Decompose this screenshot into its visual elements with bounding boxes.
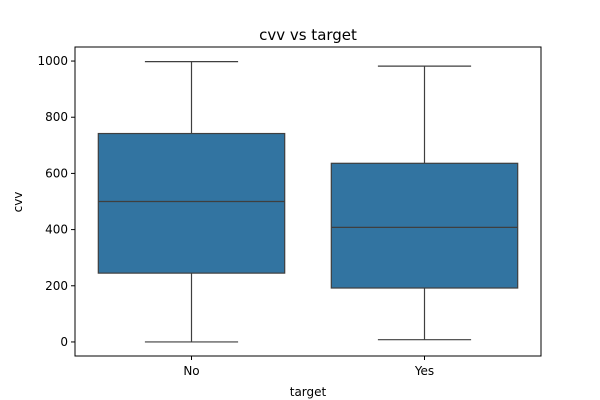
y-tick-label-4: 800 [45, 110, 68, 124]
x-tick-label-1: Yes [414, 364, 434, 378]
y-tick-label-0: 0 [60, 335, 68, 349]
y-tick-label-5: 1000 [37, 54, 68, 68]
x-tick-label-0: No [183, 364, 199, 378]
y-tick-label-2: 400 [45, 223, 68, 237]
box-1 [330, 162, 519, 289]
chart-title: cvv vs target [259, 26, 357, 44]
plot-frame [74, 46, 542, 357]
x-axis-label: target [290, 385, 327, 399]
y-axis-label: cvv [11, 192, 25, 213]
plot-area: No Yes 0 200 400 600 800 1000 [37, 46, 542, 378]
y-tick-label-3: 600 [45, 166, 68, 180]
box-0 [97, 132, 286, 274]
y-tick-label-1: 200 [45, 279, 68, 293]
